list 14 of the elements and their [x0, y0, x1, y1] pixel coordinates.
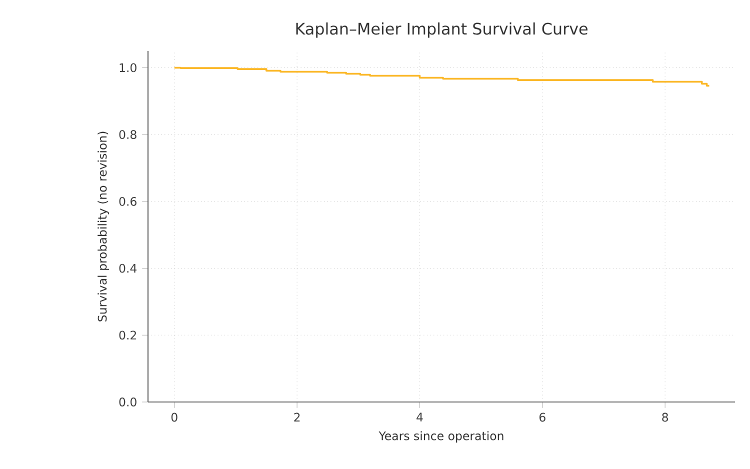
- x-tick-label: 2: [294, 412, 300, 422]
- y-tick-label: 0.4: [119, 264, 137, 273]
- x-tick-label: 4: [416, 412, 423, 422]
- y-axis-title: Survival probability (no revision): [98, 132, 110, 322]
- x-tick-label: 6: [539, 412, 546, 422]
- x-tick-label: 8: [662, 412, 668, 422]
- y-tick-label: 0.6: [119, 196, 136, 206]
- y-tick-label: 1.0: [120, 63, 136, 72]
- chart-title: Kaplan–Meier Implant Survival Curve: [296, 22, 588, 38]
- x-axis-title: Years since operation: [378, 431, 504, 443]
- y-tick-label: 0.2: [119, 330, 136, 340]
- x-tick-label: 0: [171, 412, 178, 422]
- y-tick-label: 0.8: [119, 130, 136, 140]
- y-tick-label: 0.0: [119, 398, 136, 406]
